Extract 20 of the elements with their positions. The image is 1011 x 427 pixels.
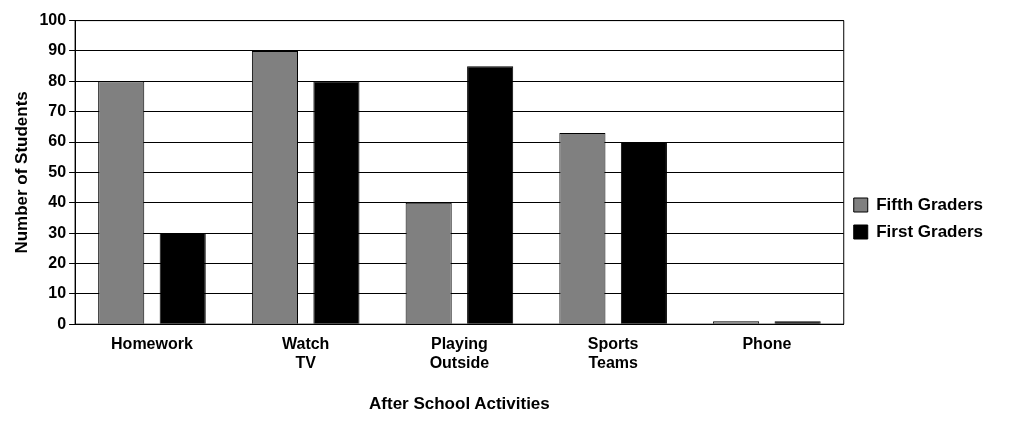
x-tick-label: Watch TV: [281, 335, 330, 372]
x-tick-label: Phone: [742, 335, 792, 353]
y-tick-label: 0: [57, 314, 67, 332]
legend-label: First Graders: [876, 221, 983, 241]
y-tick-label: 90: [48, 41, 67, 59]
y-tick-label: 40: [48, 193, 67, 211]
y-axis-title: Number of Students: [11, 91, 31, 254]
x-axis-title: After School Activities: [369, 394, 550, 414]
x-tick-label: Playing Outside: [429, 335, 490, 372]
y-tick-label: 10: [48, 284, 67, 302]
y-tick-label: 70: [48, 102, 67, 120]
y-tick-label: 100: [39, 11, 67, 29]
x-tick-label: Homework: [111, 335, 193, 353]
y-tick-label: 60: [48, 132, 67, 150]
y-tick-label: 30: [48, 223, 67, 241]
x-tick-label: Sports Teams: [587, 335, 639, 372]
y-tick-label: 80: [48, 71, 67, 89]
y-tick-label: 20: [48, 253, 67, 271]
legend-label: Fifth Graders: [876, 194, 983, 214]
y-tick-label: 50: [48, 162, 67, 180]
